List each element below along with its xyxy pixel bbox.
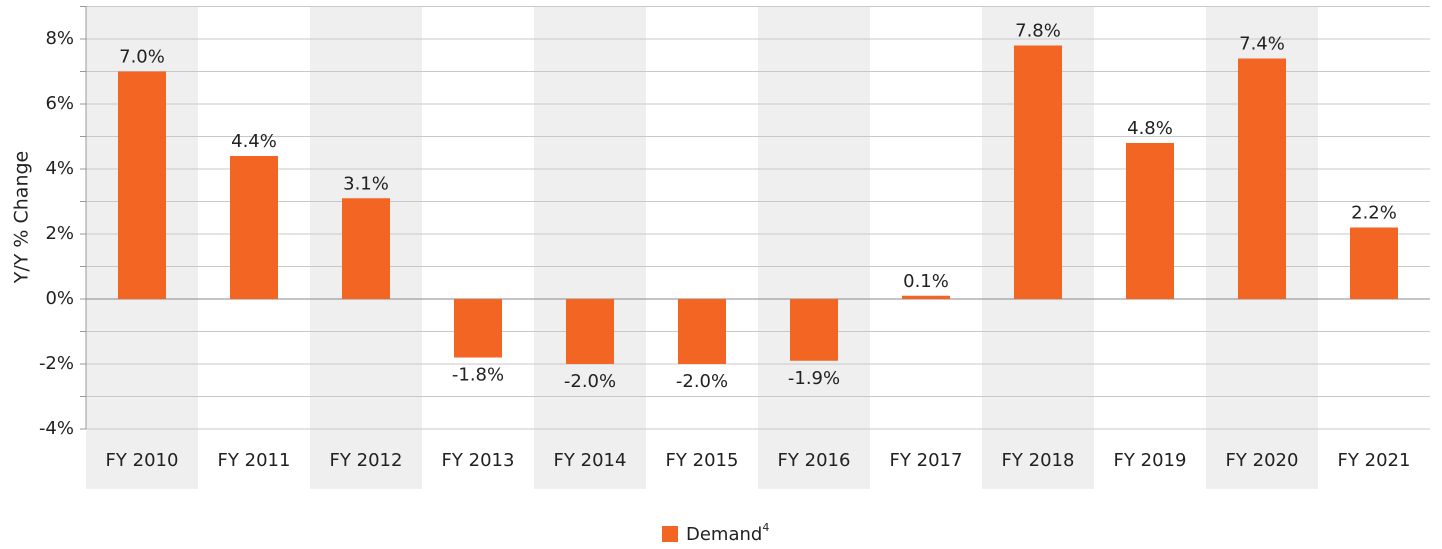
value-label: 7.8% bbox=[1015, 21, 1061, 42]
bar bbox=[566, 299, 614, 364]
legend-label: Demand4 bbox=[686, 521, 769, 545]
y-tick-label: -2% bbox=[39, 353, 74, 374]
value-label: 4.8% bbox=[1127, 118, 1173, 139]
y-tick-label: 6% bbox=[45, 93, 74, 114]
bar bbox=[342, 198, 390, 299]
x-tick-label: FY 2015 bbox=[666, 450, 739, 471]
bar bbox=[1238, 58, 1286, 299]
value-label: 2.2% bbox=[1351, 203, 1397, 224]
value-label: -1.9% bbox=[788, 368, 840, 389]
y-tick-label: 8% bbox=[45, 28, 74, 49]
x-tick-label: FY 2012 bbox=[330, 450, 403, 471]
value-label: -2.0% bbox=[564, 371, 616, 392]
value-label: 7.4% bbox=[1239, 34, 1285, 55]
x-tick-label: FY 2021 bbox=[1338, 450, 1411, 471]
x-tick-label: FY 2010 bbox=[106, 450, 179, 471]
category-band bbox=[534, 6, 646, 489]
x-tick-label: FY 2017 bbox=[890, 450, 963, 471]
bar bbox=[1350, 227, 1398, 299]
legend-superscript: 4 bbox=[762, 521, 769, 534]
bar bbox=[678, 299, 726, 364]
y-tick-label: -4% bbox=[39, 418, 74, 439]
bar bbox=[902, 295, 950, 299]
legend-swatch bbox=[662, 526, 678, 542]
x-tick-label: FY 2018 bbox=[1002, 450, 1075, 471]
bar bbox=[1014, 45, 1062, 299]
value-label: 4.4% bbox=[231, 131, 277, 152]
y-tick-label: 2% bbox=[45, 223, 74, 244]
bar bbox=[118, 71, 166, 299]
x-tick-label: FY 2014 bbox=[554, 450, 627, 471]
bar bbox=[1126, 143, 1174, 299]
y-tick-label: 4% bbox=[45, 158, 74, 179]
category-band bbox=[758, 6, 870, 489]
y-tick-label: 0% bbox=[45, 288, 74, 309]
x-tick-label: FY 2020 bbox=[1226, 450, 1299, 471]
x-tick-label: FY 2011 bbox=[218, 450, 291, 471]
y-axis-label: Y/Y % Change bbox=[11, 151, 33, 285]
x-tick-label: FY 2013 bbox=[442, 450, 515, 471]
x-tick-label: FY 2016 bbox=[778, 450, 851, 471]
value-label: -2.0% bbox=[676, 371, 728, 392]
bar bbox=[790, 299, 838, 361]
bar bbox=[454, 299, 502, 358]
bar bbox=[230, 156, 278, 299]
x-tick-label: FY 2019 bbox=[1114, 450, 1187, 471]
value-label: 3.1% bbox=[343, 173, 389, 194]
value-label: -1.8% bbox=[452, 365, 504, 386]
legend-name: Demand bbox=[686, 524, 762, 545]
value-label: 7.0% bbox=[119, 47, 165, 68]
value-label: 0.1% bbox=[903, 271, 949, 292]
